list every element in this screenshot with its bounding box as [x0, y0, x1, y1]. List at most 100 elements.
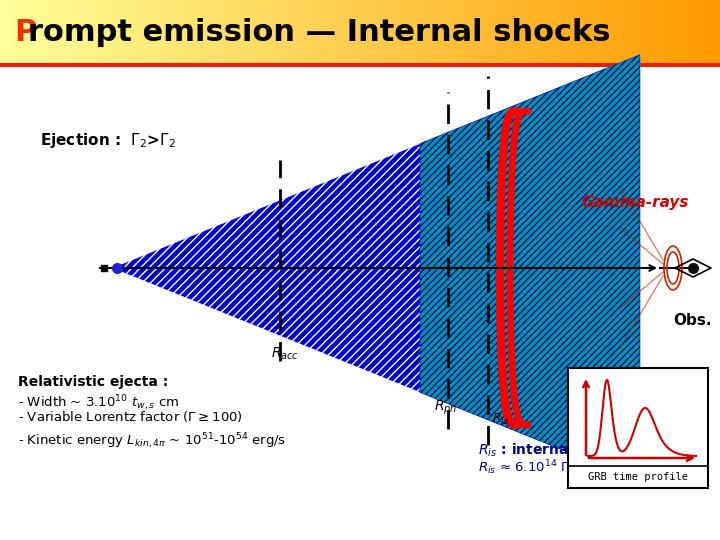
Bar: [22, 0, 23, 65]
Bar: [628, 0, 629, 65]
Bar: [679, 0, 680, 65]
Bar: [217, 0, 218, 65]
Bar: [62, 0, 63, 65]
Bar: [114, 0, 115, 65]
Bar: [687, 0, 688, 65]
Bar: [408, 0, 409, 65]
Bar: [115, 0, 116, 65]
Bar: [449, 0, 450, 65]
Bar: [219, 0, 220, 65]
Bar: [266, 0, 267, 65]
Bar: [649, 0, 650, 65]
Bar: [441, 0, 442, 65]
Bar: [519, 0, 520, 65]
Bar: [594, 0, 595, 65]
Bar: [227, 0, 228, 65]
Bar: [562, 0, 563, 65]
Bar: [586, 0, 587, 65]
Bar: [286, 0, 287, 65]
Bar: [494, 0, 495, 65]
Bar: [644, 0, 645, 65]
Bar: [307, 0, 308, 65]
Bar: [23, 0, 24, 65]
Bar: [560, 0, 561, 65]
Bar: [462, 0, 463, 65]
Bar: [526, 0, 527, 65]
Bar: [121, 0, 122, 65]
Bar: [187, 0, 188, 65]
Bar: [147, 0, 148, 65]
Bar: [616, 0, 617, 65]
Bar: [179, 0, 180, 65]
Bar: [97, 0, 98, 65]
Bar: [130, 0, 131, 65]
Bar: [699, 0, 700, 65]
Bar: [98, 0, 99, 65]
Bar: [15, 0, 16, 65]
Bar: [392, 0, 393, 65]
Bar: [375, 0, 376, 65]
Bar: [587, 0, 588, 65]
Bar: [426, 0, 427, 65]
Bar: [281, 0, 282, 65]
Bar: [44, 0, 45, 65]
Bar: [514, 0, 515, 65]
Bar: [457, 0, 458, 65]
Bar: [597, 0, 598, 65]
Bar: [0, 65, 720, 540]
Bar: [252, 0, 253, 65]
Bar: [16, 0, 17, 65]
Bar: [480, 0, 481, 65]
Bar: [207, 0, 208, 65]
Bar: [326, 0, 327, 65]
Bar: [451, 0, 452, 65]
Bar: [3, 0, 4, 65]
Bar: [677, 0, 678, 65]
Bar: [676, 0, 677, 65]
Bar: [53, 0, 54, 65]
Bar: [399, 0, 400, 65]
Bar: [71, 0, 72, 65]
Bar: [417, 0, 418, 65]
Bar: [541, 0, 542, 65]
Bar: [636, 0, 637, 65]
Bar: [158, 0, 159, 65]
Bar: [45, 0, 46, 65]
Bar: [620, 0, 621, 65]
Bar: [394, 0, 395, 65]
Bar: [88, 0, 89, 65]
Bar: [700, 0, 701, 65]
Bar: [360, 0, 361, 65]
Bar: [632, 0, 633, 65]
Bar: [548, 0, 549, 65]
Bar: [404, 0, 405, 65]
Bar: [108, 0, 109, 65]
Bar: [269, 0, 270, 65]
Bar: [188, 0, 189, 65]
Bar: [443, 0, 444, 65]
Text: - Variable Lorentz factor ($\Gamma$$\geq$100): - Variable Lorentz factor ($\Gamma$$\geq…: [18, 409, 243, 424]
Bar: [33, 0, 34, 65]
Bar: [715, 0, 716, 65]
Bar: [550, 0, 551, 65]
Bar: [431, 0, 432, 65]
Bar: [380, 0, 381, 65]
Bar: [552, 0, 553, 65]
Bar: [56, 0, 57, 65]
Bar: [291, 0, 292, 65]
Bar: [605, 0, 606, 65]
Bar: [181, 0, 182, 65]
Bar: [708, 0, 709, 65]
Bar: [13, 0, 14, 65]
Bar: [374, 0, 375, 65]
Bar: [650, 0, 651, 65]
Bar: [631, 0, 632, 65]
Bar: [590, 0, 591, 65]
Bar: [372, 0, 373, 65]
Bar: [710, 0, 711, 65]
Bar: [635, 0, 636, 65]
Bar: [330, 0, 331, 65]
Bar: [481, 0, 482, 65]
Bar: [30, 0, 31, 65]
Bar: [551, 0, 552, 65]
